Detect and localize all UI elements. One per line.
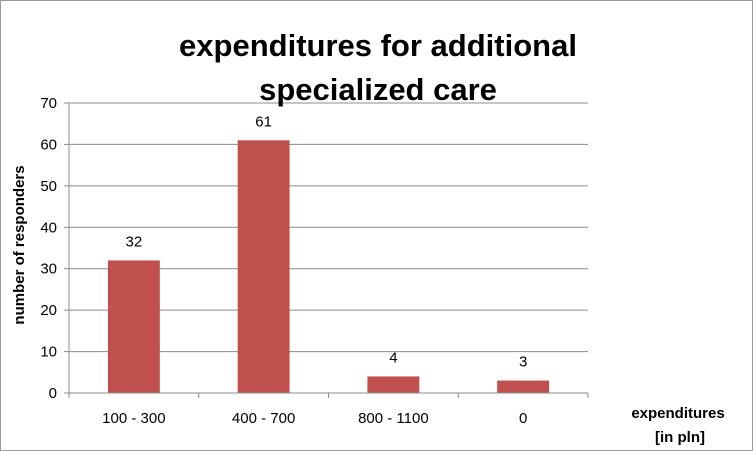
y-axis-title: number of responders [11, 165, 28, 324]
y-tick-labels: 0 10 20 30 40 50 60 70 [40, 95, 57, 402]
data-label: 4 [389, 349, 397, 366]
y-tick-label: 50 [40, 178, 57, 195]
axes [64, 102, 589, 398]
x-axis-title-line-2: [in pln] [655, 429, 705, 446]
bar [497, 380, 550, 393]
chart-title-line-2: specialized care [259, 72, 497, 107]
y-tick-label: 40 [40, 219, 57, 236]
x-tick-labels: 100 - 300 400 - 700 800 - 1100 0 [102, 410, 527, 427]
bar [367, 376, 420, 393]
chart-title-line-1: expenditures for additional [179, 28, 577, 63]
x-tick-label: 400 - 700 [232, 410, 295, 427]
data-label: 32 [126, 233, 143, 250]
bar [107, 260, 160, 393]
y-tick-label: 0 [49, 385, 57, 402]
x-tick-label: 100 - 300 [102, 410, 165, 427]
y-tick-label: 10 [40, 344, 57, 361]
x-axis-title-line-1: expenditures [631, 405, 724, 422]
data-labels: 32 61 4 3 [126, 113, 528, 370]
y-tick-label: 30 [40, 261, 57, 278]
x-tick-label: 800 - 1100 [358, 410, 429, 427]
data-label: 3 [519, 354, 527, 371]
bars [107, 140, 550, 393]
x-tick-label: 0 [519, 410, 527, 427]
y-tick-label: 60 [40, 136, 57, 153]
data-label: 61 [255, 113, 272, 130]
y-tick-label: 20 [40, 302, 57, 319]
y-tick-label: 70 [40, 95, 57, 112]
bar [237, 140, 290, 393]
